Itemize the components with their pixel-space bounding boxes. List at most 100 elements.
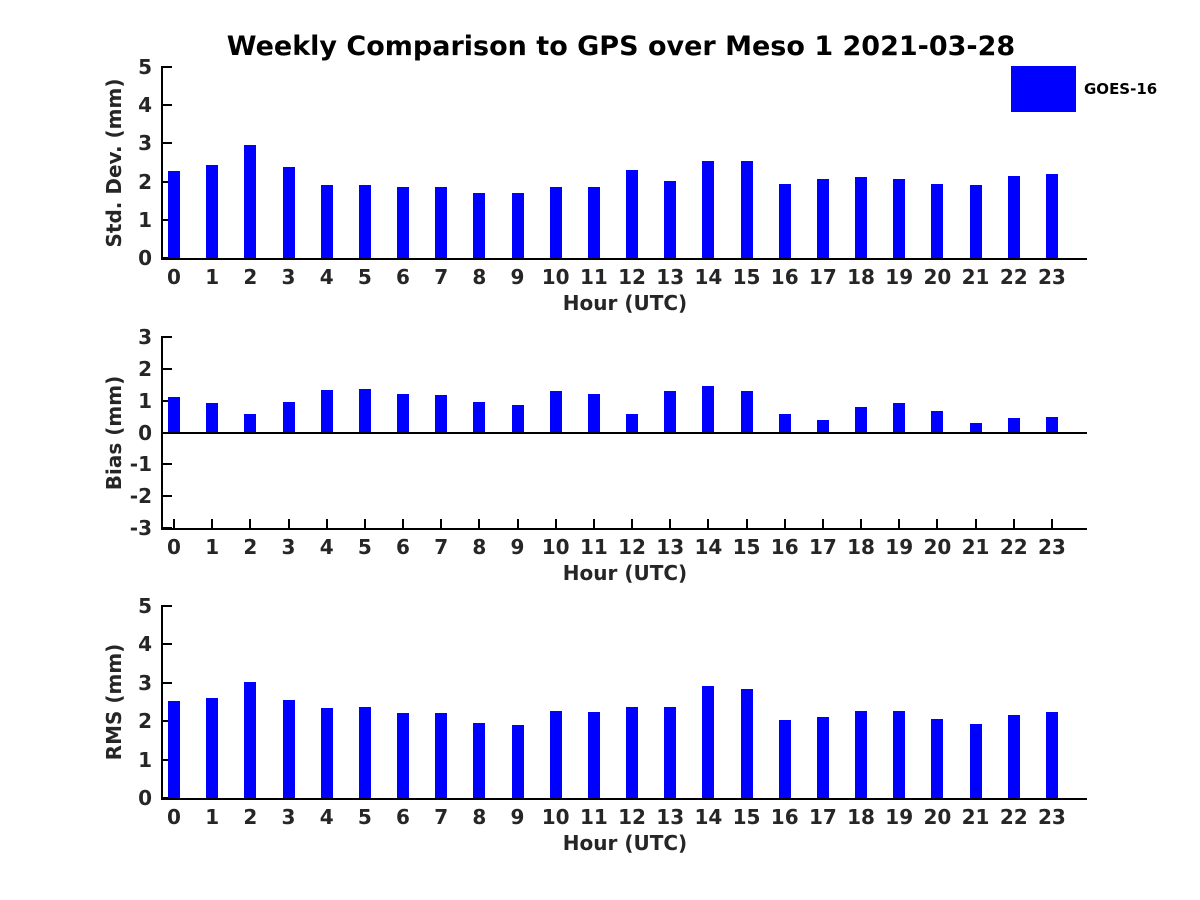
x-tick-label: 4: [319, 265, 334, 289]
bar: [206, 698, 219, 798]
x-tick-label: 2: [243, 805, 258, 829]
bar: [168, 397, 180, 433]
bar: [244, 414, 257, 433]
bottom-spine: [161, 528, 1087, 530]
bar: [855, 176, 868, 258]
legend: GOES-16: [1011, 66, 1157, 112]
x-tick: [974, 519, 977, 528]
x-tick-label: 3: [281, 265, 296, 289]
x-tick-label: 3: [281, 535, 296, 559]
bar: [969, 422, 982, 433]
left-spine: [161, 605, 163, 800]
bar: [778, 720, 791, 798]
x-tick: [554, 519, 557, 528]
x-tick: [211, 519, 214, 528]
x-tick-label: 19: [885, 535, 914, 559]
x-tick: [173, 519, 175, 528]
x-tick-label: 6: [396, 265, 410, 289]
bar: [626, 706, 639, 798]
bar: [816, 717, 829, 798]
x-tick-label: 2: [243, 535, 258, 559]
x-tick: [669, 519, 672, 528]
y-tick-label: 2: [138, 169, 152, 194]
x-tick-label: 18: [847, 805, 875, 829]
bar: [816, 179, 829, 258]
y-tick: [163, 463, 172, 466]
bar: [435, 394, 448, 433]
y-tick: [163, 218, 172, 221]
x-tick-label: 11: [579, 265, 608, 289]
x-tick: [325, 519, 328, 528]
x-tick: [898, 519, 901, 528]
x-tick-label: 4: [319, 805, 334, 829]
bar: [1045, 416, 1058, 433]
x-tick-label: 23: [1037, 535, 1066, 559]
x-tick-label: 11: [579, 535, 608, 559]
bar: [549, 187, 562, 258]
x-tick-label: 21: [961, 535, 990, 559]
bar: [473, 193, 486, 258]
x-tick: [1012, 519, 1015, 528]
x-tick-label: 9: [510, 535, 525, 559]
x-tick: [478, 519, 481, 528]
x-tick-label: 15: [732, 265, 761, 289]
x-tick-label: 5: [357, 805, 372, 829]
x-tick: [783, 519, 786, 528]
bottom-spine: [161, 798, 1087, 800]
x-tick-label: 8: [472, 535, 487, 559]
x-tick-label: 17: [808, 535, 837, 559]
y-tick-label: 0: [138, 420, 152, 445]
x-tick-label: 2: [243, 265, 258, 289]
y-tick-label: 0: [138, 786, 152, 810]
x-tick-label: 16: [770, 265, 799, 289]
x-tick-label: 22: [999, 805, 1028, 829]
x-tick: [631, 519, 634, 528]
x-tick-label: 15: [732, 535, 761, 559]
zero-baseline: [161, 431, 1087, 434]
bar: [702, 160, 715, 258]
y-tick-label: 1: [138, 388, 152, 413]
bar: [969, 724, 982, 798]
x-tick-label: 17: [808, 265, 837, 289]
x-tick: [440, 519, 443, 528]
bar: [549, 710, 562, 798]
bar: [397, 393, 410, 433]
y-tick: [163, 643, 172, 646]
x-tick-label: 18: [847, 535, 875, 559]
bar: [740, 160, 753, 258]
x-tick: [592, 519, 595, 528]
x-tick-label: 23: [1037, 805, 1066, 829]
x-tick-label: 4: [319, 535, 334, 559]
x-tick-label: 20: [923, 535, 952, 559]
bar: [244, 682, 257, 798]
y-tick: [163, 605, 172, 607]
x-tick-label: 6: [396, 535, 410, 559]
y-tick-label: 2: [138, 356, 152, 381]
y-tick-label: 5: [138, 55, 152, 79]
y-tick-label: 3: [138, 131, 152, 156]
x-tick: [745, 519, 748, 528]
bar: [206, 165, 219, 258]
bar: [168, 701, 180, 798]
legend-swatch-goes-16: [1011, 66, 1076, 112]
bar: [931, 411, 944, 433]
x-axis-label-bias: Hour (UTC): [562, 561, 688, 585]
bar: [664, 181, 677, 258]
x-tick-label: 21: [961, 805, 990, 829]
bar: [358, 388, 371, 433]
x-tick-label: 22: [999, 535, 1028, 559]
x-tick-label: 10: [541, 805, 570, 829]
left-spine: [161, 66, 163, 260]
bar: [816, 420, 829, 433]
y-tick: [163, 104, 172, 107]
x-tick-label: 10: [541, 265, 570, 289]
x-axis-label-std-dev: Hour (UTC): [562, 291, 688, 315]
x-axis-label-rms: Hour (UTC): [562, 831, 688, 855]
x-tick-label: 8: [472, 805, 487, 829]
bar: [1007, 176, 1020, 258]
x-tick-label: 20: [923, 805, 952, 829]
bar: [1045, 173, 1058, 258]
x-tick-label: 9: [510, 265, 525, 289]
y-tick: [163, 758, 172, 761]
